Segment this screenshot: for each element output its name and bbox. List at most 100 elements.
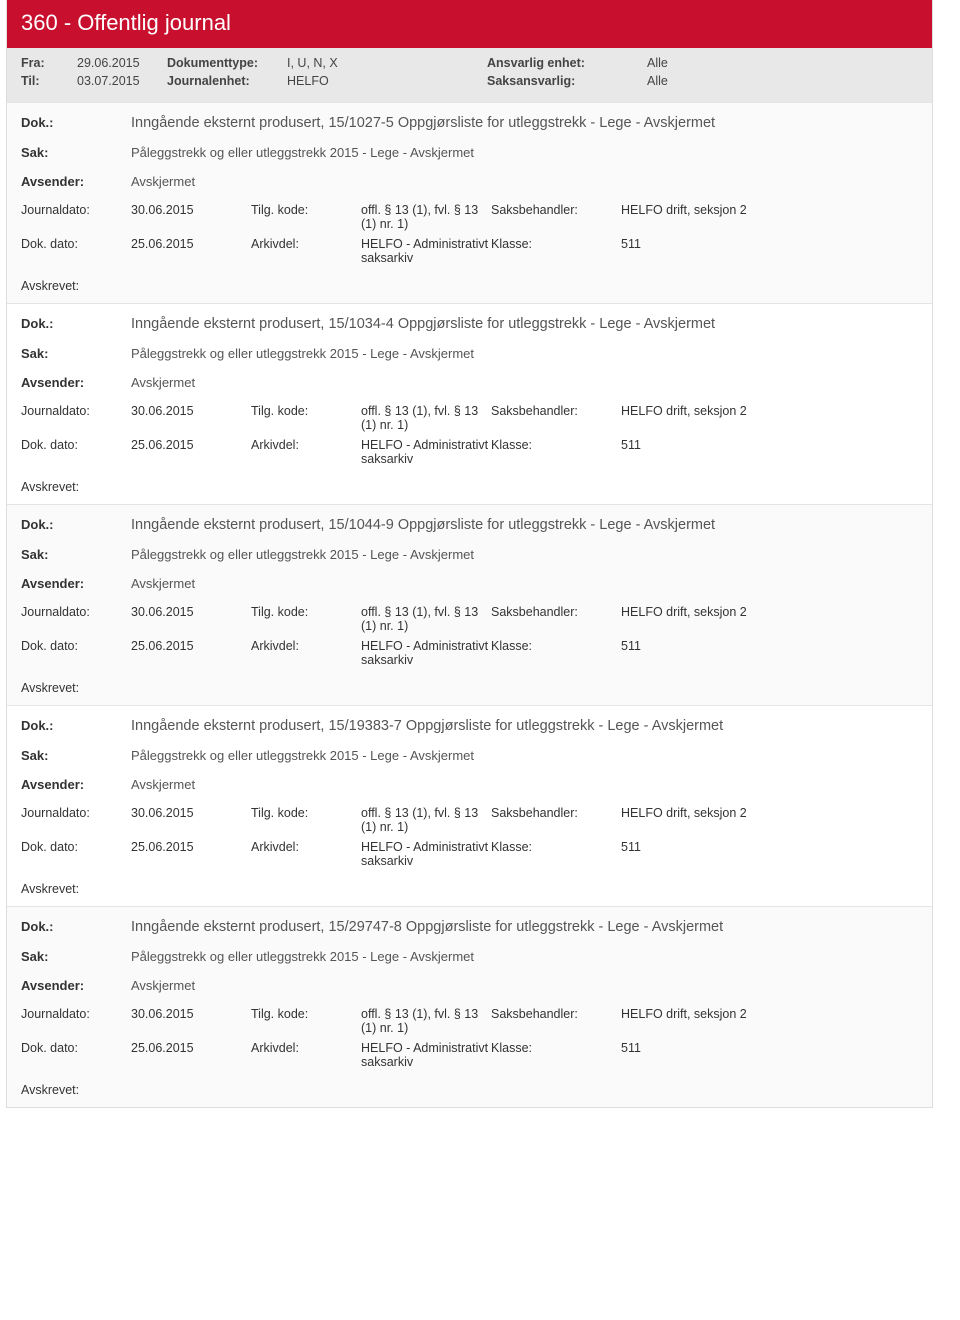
- klasse-label: Klasse:: [491, 438, 621, 466]
- arkivdel-label: Arkivdel:: [251, 639, 361, 667]
- klasse-value: 511: [621, 840, 918, 868]
- journaldato-value: 30.06.2015: [131, 203, 251, 231]
- page-title: 360 - Offentlig journal: [7, 0, 932, 48]
- unit-label: Ansvarlig enhet:: [487, 56, 647, 70]
- dok-label: Dok.:: [21, 115, 131, 130]
- arkivdel-value: HELFO - Administrativt saksarkiv: [361, 639, 491, 667]
- saksbehandler-value: HELFO drift, seksjon 2: [621, 404, 918, 432]
- saksbehandler-value: HELFO drift, seksjon 2: [621, 1007, 918, 1035]
- sak-value: Påleggstrekk og eller utleggstrekk 2015 …: [131, 346, 918, 361]
- dokdato-value: 25.06.2015: [131, 1041, 251, 1069]
- dokdato-value: 25.06.2015: [131, 639, 251, 667]
- journalunit-label: Journalenhet:: [167, 74, 287, 88]
- dok-label: Dok.:: [21, 316, 131, 331]
- klasse-value: 511: [621, 438, 918, 466]
- arkivdel-value: HELFO - Administrativt saksarkiv: [361, 840, 491, 868]
- tilgkode-value: offl. § 13 (1), fvl. § 13 (1) nr. 1): [361, 1007, 491, 1035]
- arkivdel-label: Arkivdel:: [251, 840, 361, 868]
- dokdato-label: Dok. dato:: [21, 438, 131, 466]
- avskrevet-label: Avskrevet:: [21, 480, 918, 494]
- sak-label: Sak:: [21, 145, 131, 160]
- klasse-value: 511: [621, 237, 918, 265]
- arkivdel-label: Arkivdel:: [251, 438, 361, 466]
- dokdato-value: 25.06.2015: [131, 438, 251, 466]
- arkivdel-label: Arkivdel:: [251, 1041, 361, 1069]
- klasse-value: 511: [621, 639, 918, 667]
- journal-entry: Dok.:Inngående eksternt produsert, 15/29…: [7, 906, 932, 1107]
- avsender-value: Avskjermet: [131, 978, 918, 993]
- filter-row: Fra: 29.06.2015 Dokumenttype: I, U, N, X…: [21, 56, 918, 70]
- saksbehandler-label: Saksbehandler:: [491, 404, 621, 432]
- doctype-value: I, U, N, X: [287, 56, 487, 70]
- entries-list: Dok.:Inngående eksternt produsert, 15/10…: [7, 102, 932, 1107]
- journaldato-label: Journaldato:: [21, 1007, 131, 1035]
- saksbehandler-value: HELFO drift, seksjon 2: [621, 203, 918, 231]
- responsible-value: Alle: [647, 74, 668, 88]
- dok-label: Dok.:: [21, 718, 131, 733]
- avsender-value: Avskjermet: [131, 375, 918, 390]
- klasse-label: Klasse:: [491, 237, 621, 265]
- sak-value: Påleggstrekk og eller utleggstrekk 2015 …: [131, 547, 918, 562]
- tilgkode-label: Tilg. kode:: [251, 203, 361, 231]
- journalunit-value: HELFO: [287, 74, 487, 88]
- filter-header: Fra: 29.06.2015 Dokumenttype: I, U, N, X…: [7, 48, 932, 102]
- sak-label: Sak:: [21, 949, 131, 964]
- arkivdel-value: HELFO - Administrativt saksarkiv: [361, 237, 491, 265]
- dokdato-value: 25.06.2015: [131, 237, 251, 265]
- arkivdel-value: HELFO - Administrativt saksarkiv: [361, 1041, 491, 1069]
- avsender-value: Avskjermet: [131, 777, 918, 792]
- arkivdel-value: HELFO - Administrativt saksarkiv: [361, 438, 491, 466]
- sak-value: Påleggstrekk og eller utleggstrekk 2015 …: [131, 949, 918, 964]
- tilgkode-label: Tilg. kode:: [251, 605, 361, 633]
- to-label: Til:: [21, 74, 77, 88]
- journaldato-label: Journaldato:: [21, 806, 131, 834]
- doctype-label: Dokumenttype:: [167, 56, 287, 70]
- tilgkode-label: Tilg. kode:: [251, 1007, 361, 1035]
- journaldato-label: Journaldato:: [21, 203, 131, 231]
- tilgkode-value: offl. § 13 (1), fvl. § 13 (1) nr. 1): [361, 404, 491, 432]
- dokdato-value: 25.06.2015: [131, 840, 251, 868]
- avskrevet-label: Avskrevet:: [21, 1083, 918, 1097]
- journaldato-value: 30.06.2015: [131, 806, 251, 834]
- tilgkode-value: offl. § 13 (1), fvl. § 13 (1) nr. 1): [361, 605, 491, 633]
- arkivdel-label: Arkivdel:: [251, 237, 361, 265]
- tilgkode-value: offl. § 13 (1), fvl. § 13 (1) nr. 1): [361, 806, 491, 834]
- avsender-label: Avsender:: [21, 576, 131, 591]
- avsender-value: Avskjermet: [131, 174, 918, 189]
- klasse-label: Klasse:: [491, 840, 621, 868]
- filter-row: Til: 03.07.2015 Journalenhet: HELFO Saks…: [21, 74, 918, 88]
- dokdato-label: Dok. dato:: [21, 237, 131, 265]
- responsible-label: Saksansvarlig:: [487, 74, 647, 88]
- from-value: 29.06.2015: [77, 56, 167, 70]
- journaldato-label: Journaldato:: [21, 404, 131, 432]
- avskrevet-label: Avskrevet:: [21, 882, 918, 896]
- avsender-label: Avsender:: [21, 978, 131, 993]
- dok-label: Dok.:: [21, 517, 131, 532]
- avsender-value: Avskjermet: [131, 576, 918, 591]
- sak-label: Sak:: [21, 547, 131, 562]
- unit-value: Alle: [647, 56, 668, 70]
- dok-title: Inngående eksternt produsert, 15/1027-5 …: [131, 115, 918, 131]
- dok-title: Inngående eksternt produsert, 15/19383-7…: [131, 718, 918, 734]
- saksbehandler-label: Saksbehandler:: [491, 605, 621, 633]
- journal-entry: Dok.:Inngående eksternt produsert, 15/10…: [7, 303, 932, 504]
- klasse-label: Klasse:: [491, 1041, 621, 1069]
- klasse-value: 511: [621, 1041, 918, 1069]
- dok-title: Inngående eksternt produsert, 15/29747-8…: [131, 919, 918, 935]
- sak-value: Påleggstrekk og eller utleggstrekk 2015 …: [131, 145, 918, 160]
- saksbehandler-value: HELFO drift, seksjon 2: [621, 605, 918, 633]
- avsender-label: Avsender:: [21, 375, 131, 390]
- sak-label: Sak:: [21, 748, 131, 763]
- dokdato-label: Dok. dato:: [21, 639, 131, 667]
- from-label: Fra:: [21, 56, 77, 70]
- journaldato-label: Journaldato:: [21, 605, 131, 633]
- journaldato-value: 30.06.2015: [131, 605, 251, 633]
- journal-entry: Dok.:Inngående eksternt produsert, 15/10…: [7, 504, 932, 705]
- avskrevet-label: Avskrevet:: [21, 279, 918, 293]
- journaldato-value: 30.06.2015: [131, 404, 251, 432]
- tilgkode-value: offl. § 13 (1), fvl. § 13 (1) nr. 1): [361, 203, 491, 231]
- journal-entry: Dok.:Inngående eksternt produsert, 15/19…: [7, 705, 932, 906]
- avskrevet-label: Avskrevet:: [21, 681, 918, 695]
- dok-label: Dok.:: [21, 919, 131, 934]
- saksbehandler-label: Saksbehandler:: [491, 1007, 621, 1035]
